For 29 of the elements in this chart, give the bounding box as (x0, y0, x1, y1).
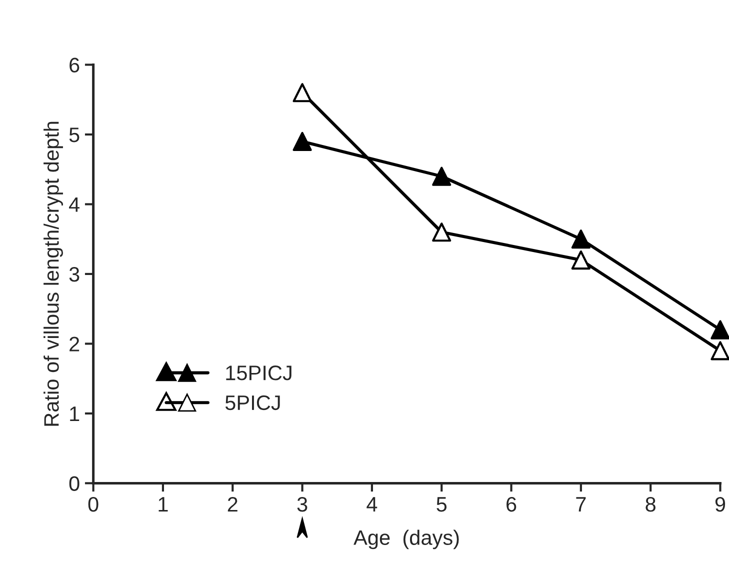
y-tick-label: 4 (69, 197, 80, 212)
x-tick-label: 6 (506, 496, 516, 512)
x-tick-label: 1 (158, 497, 168, 512)
x-tick-label: 9 (715, 496, 726, 512)
x-tick-label: 5 (436, 497, 447, 512)
point (292, 132, 312, 152)
x-tick-label: 7 (576, 497, 586, 512)
point (571, 230, 590, 249)
point (432, 166, 452, 186)
legend-label: 15PICJ (226, 366, 292, 380)
y-tick-label: 1 (70, 406, 80, 422)
point (292, 83, 312, 102)
x-axis-title: Age (days) (354, 530, 459, 550)
point (710, 341, 729, 360)
point (571, 250, 590, 270)
x-tick-label: 4 (366, 497, 378, 512)
x-tick-label: 8 (646, 496, 656, 512)
y-tick-label: 2 (70, 336, 80, 352)
x-tick-label: 0 (88, 496, 98, 512)
x-tick-label: 2 (228, 496, 238, 512)
point (710, 320, 729, 340)
point (432, 222, 452, 242)
y-tick-label: 6 (70, 58, 80, 72)
y-tick-label: 3 (69, 266, 80, 282)
x-tick-label: 3 (297, 496, 308, 512)
legend-label: 5PICJ (225, 395, 280, 410)
y-axis-title: Ratio of villous length/crypt depth (44, 122, 63, 426)
y-tick-label: 0 (69, 476, 80, 491)
y-tick-label: 5 (69, 128, 80, 142)
